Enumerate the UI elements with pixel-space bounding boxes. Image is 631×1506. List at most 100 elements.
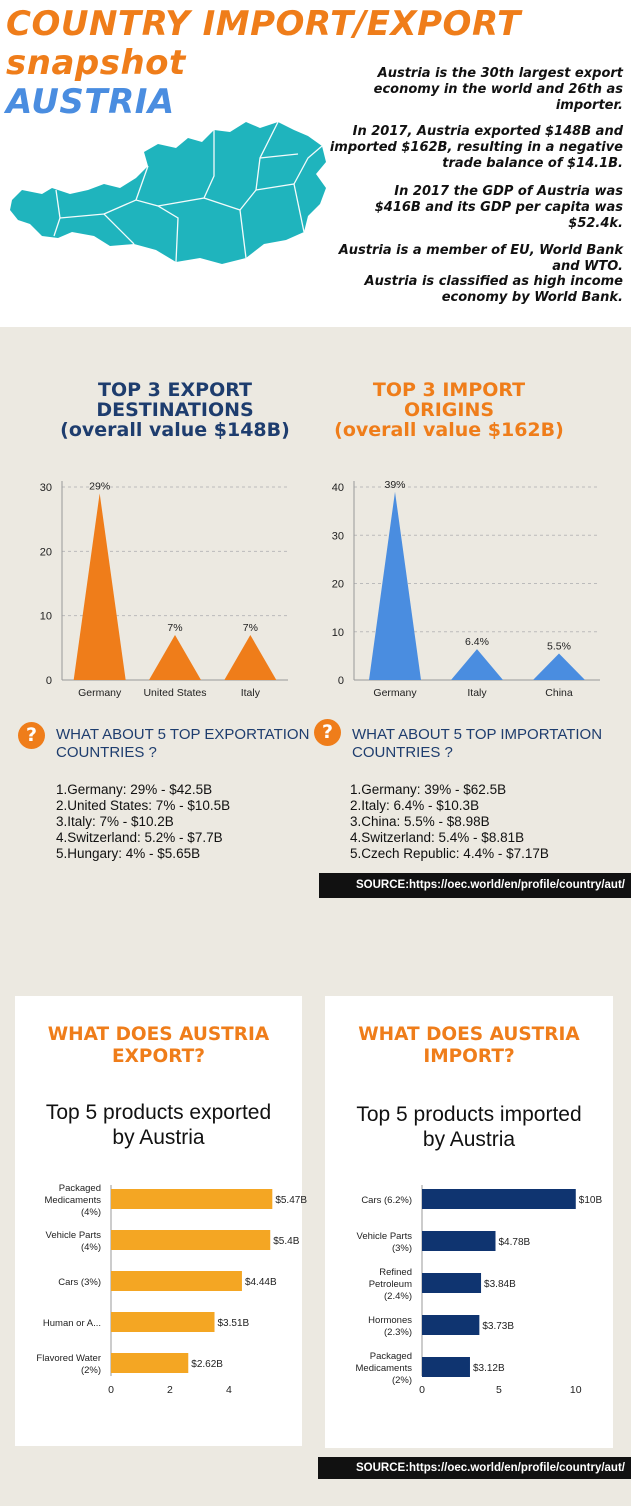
x-tick-label: 0	[419, 1384, 425, 1396]
data-label: $4.78B	[499, 1237, 531, 1248]
import-products-chart: 0 5 10 $10B Cars (6.2%) $4.78B Vehicle Parts(3…	[356, 1185, 603, 1396]
list-item: 5.Hungary: 4% - $5.65B	[56, 846, 201, 861]
x-tick-label: 2	[167, 1384, 173, 1396]
question-mark-icon: ?	[314, 719, 341, 746]
top5-export-list: 1.Germany: 29% - $42.5B 2.United States:…	[56, 782, 230, 862]
import-origins-title: TOP 3 IMPORT ORIGINS (overall value $162…	[334, 379, 564, 441]
snapshot-title: snapshot	[6, 43, 186, 83]
top5-import-heading: WHAT ABOUT 5 TOP IMPORTATION COUNTRIES ?	[352, 726, 603, 761]
list-item: 3.Italy: 7% - $10.2B	[56, 814, 174, 829]
bar	[111, 1353, 189, 1373]
y-tick-label: Cars (6.2%)	[361, 1195, 412, 1206]
bar	[422, 1357, 470, 1377]
list-item: 3.China: 5.5% - $8.98B	[350, 814, 490, 829]
data-label: $3.12B	[473, 1363, 505, 1374]
data-label: 39%	[384, 479, 405, 491]
export-products-chart: 0 2 4$5.47BPackagedMedicaments(4%)$5.4BVeh…	[36, 1183, 307, 1396]
bar	[111, 1271, 242, 1291]
y-tick-label: (3%)	[392, 1243, 412, 1254]
bar	[533, 653, 585, 680]
y-tick-label: Vehicle Parts	[46, 1230, 102, 1241]
y-tick-label: Cars (3%)	[58, 1277, 101, 1288]
intro-paragraph-2: In 2017, Austria exported $148B and impo…	[329, 124, 623, 171]
bar	[422, 1273, 482, 1293]
bar	[422, 1189, 576, 1209]
y-tick-label: Refined	[379, 1267, 412, 1278]
data-label: $2.62B	[191, 1359, 223, 1370]
data-label: 29%	[89, 480, 110, 492]
y-tick-label: Flavored Water	[36, 1353, 101, 1364]
main-title: COUNTRY IMPORT/EXPORT	[6, 4, 521, 44]
y-tick-label: (2.3%)	[384, 1327, 412, 1338]
x-tick-label: 4	[226, 1384, 232, 1396]
import-origins-chart: 0 10 20 30 40 39% Germany 6.4% Italy 5.5% China	[332, 479, 600, 699]
bar	[422, 1315, 480, 1335]
import-card-subtitle: Top 5 products imported by Austria	[356, 1103, 582, 1151]
bar	[451, 649, 503, 680]
export-products-card: WHAT DOES AUSTRIA EXPORT? Top 5 products…	[15, 996, 307, 1446]
list-item: 4.Switzerland: 5.2% - $7.7B	[56, 830, 223, 845]
y-tick-label: 30	[332, 530, 344, 542]
data-label: $3.51B	[218, 1318, 250, 1329]
top5-export-heading: WHAT ABOUT 5 TOP EXPORTATION COUNTRIES ?	[56, 726, 310, 761]
import-products-card: WHAT DOES AUSTRIA IMPORT? Top 5 products…	[325, 996, 613, 1448]
question-mark-icon: ?	[18, 722, 45, 749]
data-label: $3.84B	[484, 1279, 516, 1290]
bar	[111, 1312, 215, 1332]
y-tick-label: 30	[40, 482, 52, 494]
intro-paragraph-3: In 2017 the GDP of Austria was $416B and…	[374, 184, 623, 231]
y-tick-label: 40	[332, 482, 344, 494]
data-label: 7%	[167, 622, 182, 634]
header-section: COUNTRY IMPORT/EXPORT snapshot AUSTRIA A…	[0, 0, 631, 327]
bar	[73, 493, 126, 680]
bar	[149, 634, 201, 680]
import-card-title: WHAT DOES AUSTRIA IMPORT?	[358, 1024, 580, 1067]
y-tick-label: Vehicle Parts	[357, 1231, 413, 1242]
intro-paragraph-5: Austria is classified as high income eco…	[364, 274, 623, 305]
y-tick-label: Petroleum	[369, 1279, 412, 1290]
bar	[111, 1230, 271, 1250]
export-destinations-title: TOP 3 EXPORT DESTINATIONS (overall value…	[60, 379, 290, 441]
y-tick-label: (2.4%)	[384, 1291, 412, 1302]
x-tick-label: 5	[496, 1384, 502, 1396]
y-tick-label: 20	[332, 579, 344, 591]
list-item: 2.United States: 7% - $10.5B	[56, 798, 231, 813]
top5-import-list: 1.Germany: 39% - $62.5B 2.Italy: 6.4% - …	[350, 782, 549, 862]
y-tick-label: 20	[40, 546, 52, 558]
list-item: 5.Czech Republic: 4.4% - $7.17B	[350, 846, 549, 861]
y-tick-label: (4%)	[81, 1242, 101, 1253]
x-tick-label: China	[545, 687, 573, 699]
source-label-bottom: SOURCE:https://oec.world/en/profile/coun…	[318, 1457, 631, 1479]
intro-paragraph-1: Austria is the 30th largest export econo…	[373, 66, 623, 113]
y-tick-label: 0	[46, 675, 52, 687]
x-tick-label: 10	[570, 1384, 582, 1396]
export-card-title: WHAT DOES AUSTRIA EXPORT?	[47, 1024, 270, 1067]
data-label: $5.47B	[275, 1195, 307, 1206]
data-label: $5.4B	[273, 1236, 299, 1247]
y-tick-label: 10	[40, 611, 52, 623]
bar	[369, 491, 421, 680]
y-tick-label: Packaged	[370, 1351, 412, 1362]
data-label: 5.5%	[547, 640, 571, 652]
x-tick-label: Germany	[78, 687, 122, 699]
source-label-top: SOURCE:https://oec.world/en/profile/coun…	[319, 873, 631, 898]
x-tick-label: Italy	[241, 687, 261, 699]
y-tick-label: (2%)	[392, 1375, 412, 1386]
y-tick-label: 0	[338, 675, 344, 687]
x-tick-label: United States	[143, 687, 206, 699]
y-tick-label: (2%)	[81, 1365, 101, 1376]
y-tick-label: Human or A...	[43, 1318, 101, 1329]
bar	[111, 1189, 273, 1209]
export-destinations-chart: 0 10 20 30 29% Germany 7% United States 7% Italy	[40, 480, 288, 699]
y-tick-label: Packaged	[59, 1183, 101, 1194]
x-tick-label: Italy	[467, 687, 487, 699]
list-item: 4.Switzerland: 5.4% - $8.81B	[350, 830, 525, 845]
data-label: 6.4%	[465, 636, 489, 648]
y-tick-label: Medicaments	[356, 1363, 413, 1374]
list-item: 1.Germany: 29% - $42.5B	[56, 782, 213, 797]
x-tick-label: Germany	[373, 687, 417, 699]
austria-map-icon	[10, 121, 326, 264]
data-label: $4.44B	[245, 1277, 277, 1288]
data-label: $10B	[579, 1195, 603, 1206]
data-label: 7%	[243, 622, 258, 634]
